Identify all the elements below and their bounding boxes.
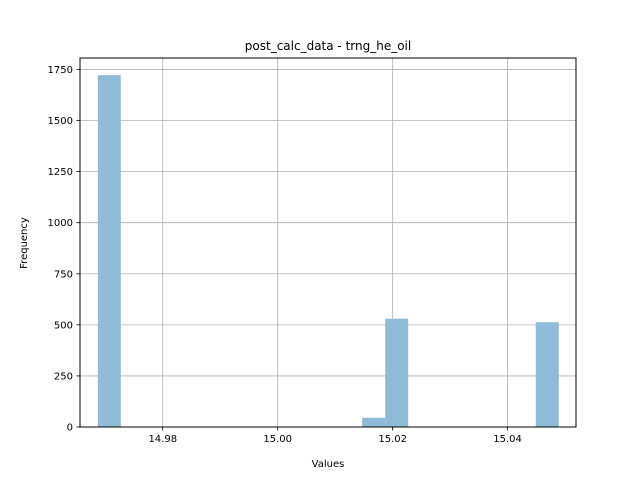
histogram-bar	[362, 417, 386, 427]
y-axis-title: Frequency	[19, 217, 30, 269]
x-tick-label: 14.98	[148, 434, 177, 445]
y-tick-label: 1000	[48, 218, 73, 229]
histogram-bars	[97, 75, 559, 428]
grid-lines	[80, 58, 576, 428]
x-tick-label: 15.02	[378, 434, 407, 445]
y-tick-label: 500	[54, 320, 73, 331]
histogram-bar	[385, 318, 409, 427]
axes-frame	[79, 57, 577, 428]
x-axis-ticks: 14.98 15.00 15.02 15.04	[148, 427, 522, 445]
y-tick-label: 1750	[48, 65, 73, 76]
x-tick-label: 15.04	[493, 434, 522, 445]
y-tick-label: 1250	[48, 167, 73, 178]
histogram-bar	[97, 75, 121, 428]
y-tick-label: 0	[67, 423, 73, 434]
x-tick-label: 15.00	[263, 434, 292, 445]
y-tick-label: 1500	[48, 116, 73, 127]
x-axis-title: Values	[312, 459, 345, 470]
y-tick-label: 250	[54, 371, 73, 382]
chart-title: post_calc_data - trng_he_oil	[245, 39, 411, 53]
y-axis-ticks: 0 250 500 750 1000 1250 1500 1750	[48, 65, 80, 434]
y-tick-label: 750	[54, 269, 73, 280]
histogram-bar	[535, 322, 559, 427]
